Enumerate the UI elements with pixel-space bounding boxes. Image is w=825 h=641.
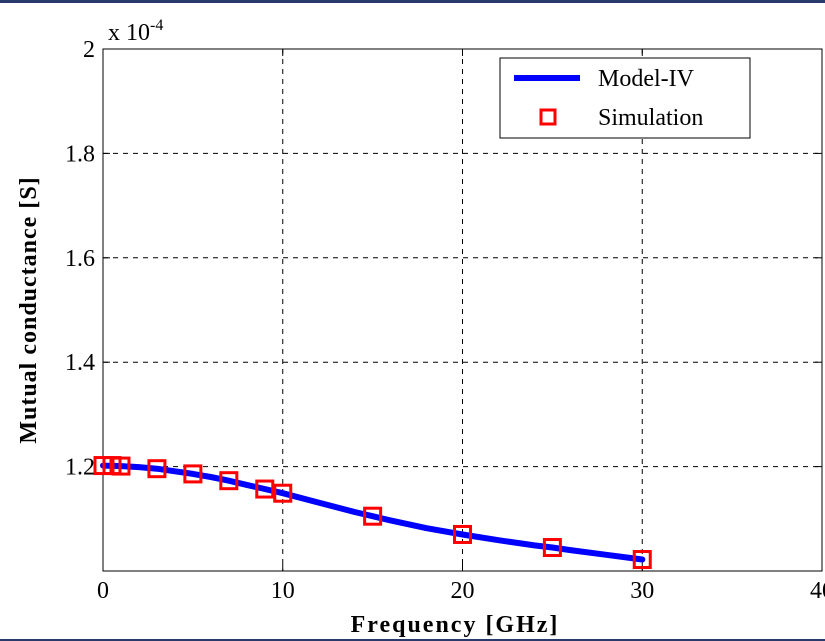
legend-marker-simulation bbox=[539, 108, 557, 126]
x-tick-label: 0 bbox=[97, 578, 109, 604]
data-point-simulation bbox=[632, 550, 652, 570]
data-point-simulation bbox=[219, 471, 239, 491]
ticks-layer: 0 10 20 30 40 1.2 1.4 1.6 1.8 2 bbox=[65, 37, 825, 604]
y-tick-label: 1.6 bbox=[65, 246, 95, 272]
y-axis-multiplier: x 10-4 bbox=[108, 17, 163, 46]
y-tick-label: 2 bbox=[83, 37, 95, 63]
data-point-simulation bbox=[111, 456, 131, 476]
y-tick-label: 1.2 bbox=[65, 455, 95, 481]
series-line-model-iv bbox=[100, 462, 646, 563]
legend-label-model-iv: Model-IV bbox=[598, 66, 695, 92]
y-axis-multiplier-exponent: -4 bbox=[150, 17, 163, 34]
x-axis-label: Frequency [GHz] bbox=[351, 612, 560, 638]
top-border bbox=[0, 0, 825, 3]
data-point-simulation bbox=[147, 459, 167, 479]
data-point-simulation bbox=[542, 538, 562, 558]
series-layer bbox=[93, 456, 652, 570]
x-tick-label: 30 bbox=[630, 578, 654, 604]
x-tick-label: 10 bbox=[271, 578, 295, 604]
data-point-simulation bbox=[255, 479, 275, 499]
data-point-simulation bbox=[273, 483, 293, 503]
y-tick-label: 1.4 bbox=[65, 350, 95, 376]
y-axis-label: Mutual conductance [S] bbox=[16, 176, 42, 443]
y-tick-label: 1.8 bbox=[65, 141, 95, 167]
legend-label-simulation: Simulation bbox=[598, 105, 703, 131]
x-tick-label: 20 bbox=[451, 578, 475, 604]
legend: Model-IV Simulation bbox=[499, 57, 751, 139]
x-tick-label: 40 bbox=[810, 578, 825, 604]
data-point-simulation bbox=[183, 464, 203, 484]
data-point-simulation bbox=[453, 524, 472, 544]
bottom-border bbox=[0, 639, 825, 641]
data-point-simulation bbox=[363, 506, 383, 526]
